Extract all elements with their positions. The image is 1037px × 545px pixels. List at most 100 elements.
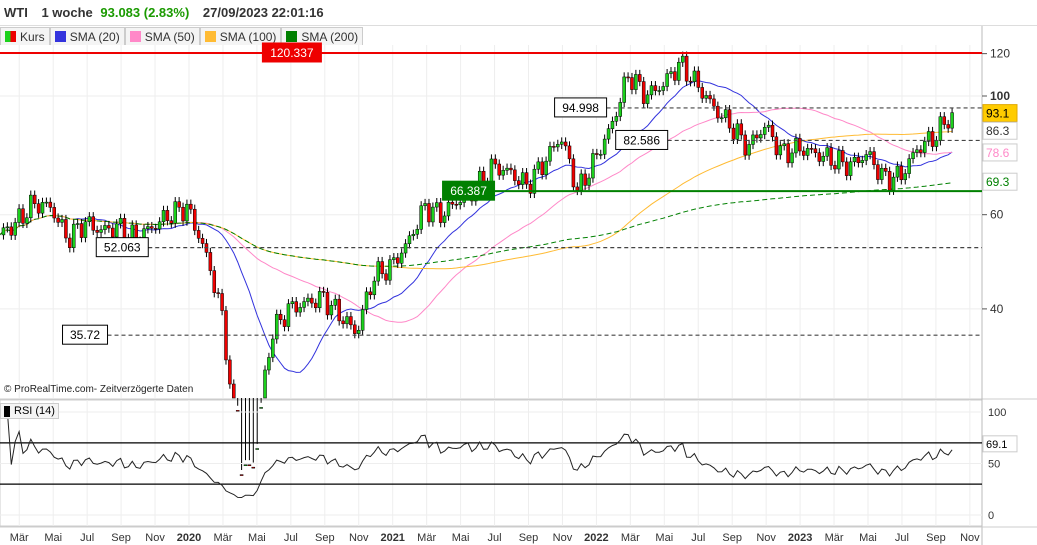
- candle: [899, 165, 904, 181]
- candle: [540, 161, 544, 175]
- right-price-box: [982, 172, 1018, 191]
- x-tick-label: 2020: [177, 532, 201, 544]
- x-tick-label: Mär: [213, 532, 232, 544]
- candle: [91, 216, 96, 231]
- level-label: 120.337: [270, 46, 314, 60]
- candle: [563, 141, 568, 147]
- candle: [587, 177, 591, 186]
- candle: [622, 76, 626, 103]
- candle: [844, 161, 849, 176]
- candle: [107, 225, 111, 229]
- candle: [883, 167, 888, 172]
- candle: [75, 223, 80, 225]
- x-tick-label: Mai: [248, 532, 266, 544]
- x-tick-label: Mär: [10, 532, 29, 544]
- candle: [552, 146, 556, 148]
- candle: [314, 302, 318, 309]
- candle: [95, 230, 99, 233]
- candle: [696, 70, 701, 88]
- candle: [673, 71, 677, 81]
- candle: [431, 206, 435, 223]
- price-tick-label: 120: [990, 47, 1010, 61]
- rsi-legend: RSI (14): [0, 403, 59, 419]
- candle: [9, 226, 14, 236]
- candle: [274, 313, 279, 340]
- right-price-label: 69.3: [986, 175, 1010, 189]
- candle: [83, 221, 88, 238]
- candle: [407, 235, 412, 244]
- candle: [645, 94, 650, 104]
- legend-item[interactable]: Kurs: [0, 27, 50, 46]
- candle: [688, 80, 693, 83]
- candle: [848, 161, 853, 176]
- candle: [946, 124, 950, 129]
- candle: [727, 109, 732, 129]
- legend-item[interactable]: SMA (20): [49, 27, 125, 46]
- x-tick-label: Mai: [859, 532, 877, 544]
- candle: [579, 173, 583, 191]
- legend-item[interactable]: SMA (50): [124, 27, 200, 46]
- candle: [177, 201, 181, 208]
- candle: [630, 77, 634, 90]
- level-label-box: [554, 97, 608, 118]
- candle: [153, 228, 158, 230]
- candle: [251, 466, 256, 469]
- candle: [864, 154, 868, 161]
- x-tick-label: Mai: [655, 532, 673, 544]
- candle: [876, 164, 880, 180]
- candle: [653, 85, 658, 91]
- candle: [29, 194, 33, 219]
- candle: [614, 116, 619, 122]
- candle: [520, 172, 525, 185]
- candle: [360, 309, 365, 331]
- x-tick-label: Jul: [80, 532, 94, 544]
- x-tick-label: Mär: [417, 532, 436, 544]
- right-price-label: 93.1: [986, 107, 1010, 121]
- candle: [64, 219, 68, 239]
- candle: [649, 85, 654, 96]
- candle: [919, 149, 923, 153]
- candle: [282, 319, 287, 327]
- candle: [762, 127, 767, 135]
- candle: [856, 156, 861, 164]
- candle: [48, 201, 53, 208]
- candle: [44, 201, 49, 204]
- candle: [638, 74, 642, 82]
- candle: [661, 86, 665, 91]
- candle: [923, 141, 927, 153]
- candle: [267, 357, 271, 371]
- candle: [263, 369, 267, 399]
- legend-label: SMA (20): [69, 29, 120, 44]
- candle: [509, 167, 513, 171]
- candle: [392, 257, 396, 260]
- candle: [731, 127, 736, 140]
- candle: [743, 134, 747, 156]
- candle: [349, 316, 353, 326]
- candle: [786, 143, 790, 164]
- x-tick-label: Sep: [722, 532, 742, 544]
- candle: [571, 158, 576, 188]
- candle: [544, 160, 548, 175]
- candle: [130, 224, 135, 239]
- candle: [189, 203, 193, 210]
- price-tick-label: 40: [990, 302, 1004, 316]
- period[interactable]: 1 woche: [41, 5, 93, 20]
- legend-label: SMA (200): [301, 29, 359, 44]
- candle: [700, 87, 704, 99]
- candle: [524, 172, 529, 185]
- candle: [232, 383, 236, 399]
- candle: [548, 146, 552, 162]
- candle: [591, 153, 595, 179]
- rsi-value-label: 69.1: [986, 439, 1007, 451]
- right-price-box: [982, 143, 1018, 162]
- candle: [505, 167, 509, 171]
- candle: [575, 186, 580, 191]
- candle: [716, 105, 720, 119]
- candle: [860, 160, 865, 164]
- candle: [32, 194, 37, 204]
- candle: [146, 226, 150, 229]
- level-label: 52.063: [104, 241, 141, 255]
- candle: [794, 138, 798, 154]
- candle: [415, 229, 420, 235]
